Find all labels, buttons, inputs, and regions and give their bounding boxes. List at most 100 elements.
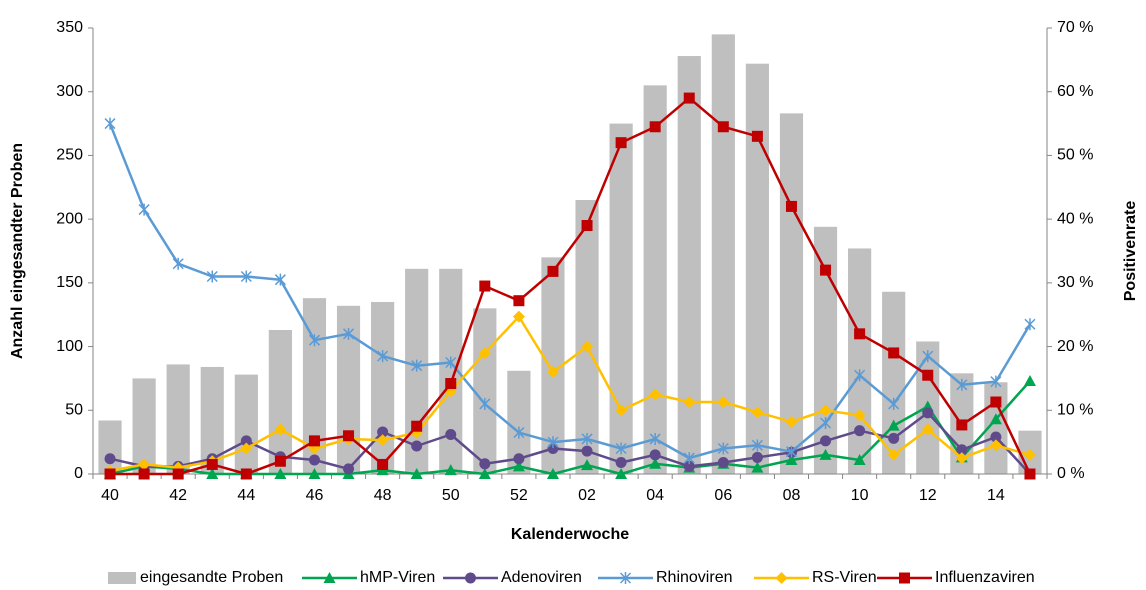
marker bbox=[478, 346, 491, 359]
y-tick-label: 200 bbox=[56, 210, 83, 227]
marker bbox=[819, 448, 832, 460]
marker bbox=[854, 369, 866, 382]
marker bbox=[785, 453, 798, 465]
y-tick-label: 0 bbox=[74, 465, 83, 482]
marker bbox=[615, 137, 627, 149]
line bbox=[109, 315, 1031, 473]
marker bbox=[619, 572, 632, 584]
marker bbox=[581, 220, 593, 232]
marker bbox=[820, 435, 832, 447]
bar bbox=[507, 370, 531, 474]
marker bbox=[990, 375, 1002, 388]
marker bbox=[922, 369, 934, 381]
marker bbox=[785, 200, 797, 212]
marker bbox=[138, 203, 150, 216]
x-tick-label: 44 bbox=[237, 487, 255, 504]
marker bbox=[445, 428, 457, 440]
legend-entry: RS-Viren bbox=[754, 569, 877, 586]
marker bbox=[751, 461, 764, 473]
marker bbox=[308, 435, 320, 447]
marker bbox=[308, 454, 320, 466]
marker bbox=[206, 468, 219, 479]
y2-axis-title: Positivenrate bbox=[1122, 201, 1139, 302]
marker bbox=[445, 378, 457, 390]
marker bbox=[922, 407, 934, 419]
bar bbox=[541, 257, 565, 474]
bar bbox=[882, 291, 906, 474]
x-axis-title: Kalenderwoche bbox=[511, 526, 629, 543]
marker bbox=[649, 449, 661, 461]
marker bbox=[104, 468, 116, 480]
y2-tick-label: 70 % bbox=[1057, 19, 1093, 36]
marker bbox=[955, 452, 968, 465]
marker bbox=[649, 121, 661, 133]
x-tick-label: 04 bbox=[646, 487, 664, 504]
marker bbox=[751, 406, 764, 419]
bar bbox=[711, 34, 735, 474]
bar bbox=[677, 56, 701, 474]
legend-label: hMP-Viren bbox=[360, 569, 435, 586]
marker bbox=[922, 350, 934, 363]
y2-tick-label: 0 % bbox=[1057, 465, 1085, 482]
x-tick-label: 40 bbox=[101, 487, 119, 504]
bar bbox=[609, 123, 633, 475]
marker bbox=[546, 366, 559, 379]
marker bbox=[683, 92, 695, 104]
line bbox=[110, 96, 1032, 476]
marker bbox=[308, 468, 321, 479]
marker bbox=[1023, 374, 1036, 386]
legend-label: eingesandte Proben bbox=[140, 569, 283, 586]
marker bbox=[513, 426, 525, 439]
bar bbox=[848, 248, 872, 474]
marker bbox=[956, 419, 968, 431]
y-tick-label: 150 bbox=[56, 274, 83, 291]
x-tick-label: 52 bbox=[510, 487, 528, 504]
bar bbox=[439, 268, 463, 474]
marker bbox=[615, 457, 627, 469]
marker bbox=[274, 273, 286, 286]
marker bbox=[1023, 448, 1036, 461]
marker bbox=[206, 270, 218, 283]
marker bbox=[819, 404, 832, 417]
legend-entry: Influenzaviren bbox=[877, 569, 1035, 586]
y2-tick-label: 50 % bbox=[1057, 147, 1093, 164]
marker bbox=[683, 452, 695, 465]
marker bbox=[717, 457, 729, 469]
marker bbox=[240, 442, 253, 455]
marker bbox=[683, 396, 696, 409]
marker bbox=[581, 340, 594, 353]
x-tick-label: 10 bbox=[851, 487, 869, 504]
legend-entry: eingesandte Proben bbox=[108, 569, 283, 586]
line bbox=[108, 123, 1032, 460]
marker bbox=[581, 432, 593, 445]
marker bbox=[478, 468, 491, 479]
marker bbox=[956, 378, 968, 391]
legend-label: Adenoviren bbox=[501, 569, 582, 586]
marker bbox=[465, 572, 476, 584]
marker bbox=[683, 460, 695, 472]
marker bbox=[274, 423, 287, 436]
marker bbox=[649, 388, 662, 401]
marker bbox=[274, 468, 287, 479]
x-tick-label: 46 bbox=[306, 487, 324, 504]
marker bbox=[1024, 468, 1036, 480]
y2-tick-label: 40 % bbox=[1057, 210, 1093, 227]
marker bbox=[479, 458, 491, 470]
legend-entry: Rhinoviren bbox=[598, 569, 732, 586]
marker bbox=[1024, 318, 1036, 331]
marker bbox=[888, 432, 900, 444]
bar bbox=[473, 308, 497, 474]
marker bbox=[989, 413, 1002, 425]
marker bbox=[240, 468, 252, 480]
marker bbox=[717, 442, 729, 455]
marker bbox=[751, 451, 763, 463]
y2-tick-label: 60 % bbox=[1057, 83, 1093, 100]
marker bbox=[649, 432, 661, 445]
marker bbox=[513, 295, 525, 307]
marker bbox=[445, 356, 457, 369]
marker bbox=[274, 455, 286, 467]
marker bbox=[512, 460, 525, 472]
marker bbox=[138, 458, 151, 471]
marker bbox=[308, 334, 320, 347]
bar bbox=[336, 305, 361, 474]
